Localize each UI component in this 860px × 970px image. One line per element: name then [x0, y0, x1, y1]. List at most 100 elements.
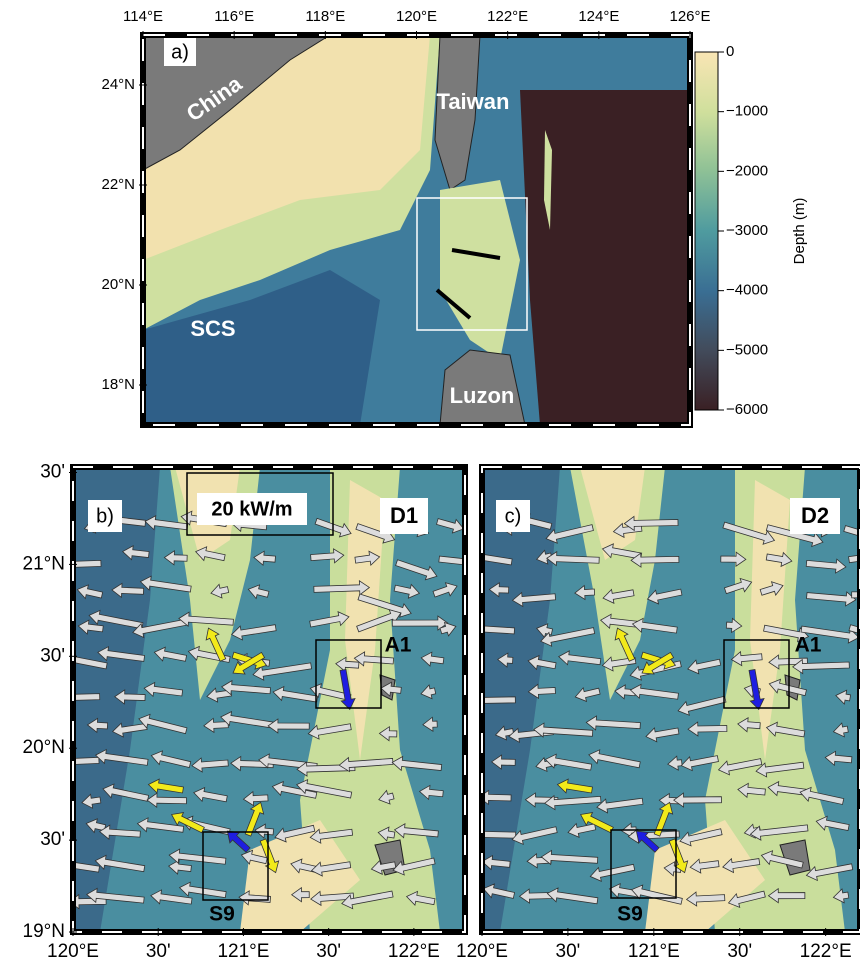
flux-arrow — [144, 515, 189, 531]
x-tick-label: 116°E — [214, 8, 254, 25]
flux-arrow — [420, 651, 445, 667]
label-box — [496, 500, 530, 532]
flux-arrow — [232, 651, 266, 675]
flux-arrow — [645, 727, 680, 743]
flux-arrow — [168, 848, 227, 865]
flux-arrow — [765, 551, 793, 568]
y-tick-label: 21°N — [23, 553, 65, 574]
flux-arrow — [612, 522, 643, 539]
flux-arrow — [253, 550, 276, 566]
flux-arrow — [689, 858, 720, 874]
colorbar-tick-label: −3000 — [726, 222, 768, 239]
flux-arrow — [296, 778, 353, 799]
flux-arrow — [309, 683, 352, 702]
flux-arrow — [832, 722, 849, 738]
flux-arrow — [631, 617, 678, 634]
flux-arrow — [418, 784, 444, 801]
flux-arrow — [482, 830, 517, 839]
flux-arrow — [614, 627, 636, 662]
flux-arrow — [132, 618, 188, 639]
x-tick-label: 122°E — [487, 8, 528, 25]
flux-arrow — [392, 857, 436, 876]
flux-arrow — [77, 619, 104, 635]
flux-arrow — [579, 812, 614, 834]
flux-arrow — [768, 678, 807, 697]
flux-arrow — [267, 718, 310, 734]
flux-arrow — [393, 822, 439, 839]
energy-flux-arrows — [482, 513, 860, 909]
flux-arrow — [432, 582, 458, 598]
flux-arrow — [378, 725, 398, 742]
flux-arrow — [755, 761, 805, 778]
flux-arrow — [540, 849, 599, 866]
flux-arrow — [73, 559, 102, 568]
flux-arrow — [274, 824, 316, 843]
box-label: S9 — [617, 903, 643, 926]
flux-arrow — [737, 716, 761, 733]
flux-arrow — [717, 758, 763, 776]
flux-arrow — [405, 890, 436, 906]
flux-arrow — [309, 828, 354, 844]
flux-arrow — [646, 588, 683, 605]
flux-arrow — [680, 755, 719, 772]
colorbar-tick-label: −4000 — [726, 282, 768, 299]
colorbar-tick-label: −2000 — [726, 162, 768, 179]
flux-arrow — [181, 815, 231, 836]
box-label: S9 — [209, 903, 235, 926]
flux-arrow — [585, 715, 641, 731]
flux-arrow — [767, 887, 806, 904]
flux-arrow — [588, 749, 641, 769]
place-name: Taiwan — [437, 89, 510, 114]
flux-arrow — [629, 683, 679, 700]
flux-arrow — [102, 783, 150, 802]
flux-arrow — [799, 786, 845, 805]
y-tick-label: 20°N — [101, 276, 135, 293]
flux-arrow — [178, 611, 234, 627]
flux-arrow — [73, 655, 108, 670]
flux-arrow — [687, 721, 728, 737]
bathymetry-a — [143, 35, 690, 425]
flux-arrow — [596, 797, 644, 814]
flux-arrow — [354, 550, 381, 566]
flux-arrow — [511, 826, 558, 845]
flux-arrow — [420, 684, 437, 700]
y-tick-label: 19°N — [23, 921, 65, 942]
flux-arrow — [150, 889, 193, 905]
flux-arrow — [238, 890, 271, 906]
x-tick-label: 124°E — [578, 8, 619, 25]
x-tick-label: 120°E — [396, 8, 437, 25]
flux-arrow — [608, 883, 640, 899]
frame-dash — [481, 466, 860, 933]
flux-arrow — [614, 684, 636, 700]
flux-arrow — [395, 559, 438, 581]
flux-arrow — [391, 755, 443, 772]
flux-arrow — [687, 658, 722, 675]
flux-arrow — [725, 617, 743, 634]
flux-arrow — [341, 890, 394, 910]
x-tick-label: 126°E — [669, 8, 710, 25]
flux-arrow — [153, 646, 188, 662]
flux-arrow — [98, 824, 141, 840]
flux-arrow — [673, 792, 722, 808]
flux-arrow — [377, 826, 396, 842]
flux-arrow — [254, 823, 275, 839]
flux-arrow — [748, 669, 765, 711]
flux-arrow — [111, 582, 145, 599]
flux-arrow — [94, 748, 149, 766]
flux-arrow — [97, 645, 146, 662]
flux-arrow — [765, 721, 806, 738]
flux-arrow — [488, 581, 510, 598]
flux-arrow — [482, 883, 516, 899]
flux-arrow — [436, 518, 465, 534]
flux-arrow — [391, 615, 449, 631]
flux-arrow — [527, 683, 556, 700]
flux-arrow — [242, 790, 269, 807]
flux-arrow — [353, 651, 394, 667]
flux-arrow — [641, 651, 675, 675]
flux-arrow — [203, 717, 229, 734]
scale-label: 20 kW/m — [211, 498, 292, 520]
flux-arrow — [574, 686, 601, 703]
flux-arrow — [73, 756, 100, 765]
flux-arrow — [567, 822, 597, 838]
flux-arrow — [630, 552, 680, 568]
